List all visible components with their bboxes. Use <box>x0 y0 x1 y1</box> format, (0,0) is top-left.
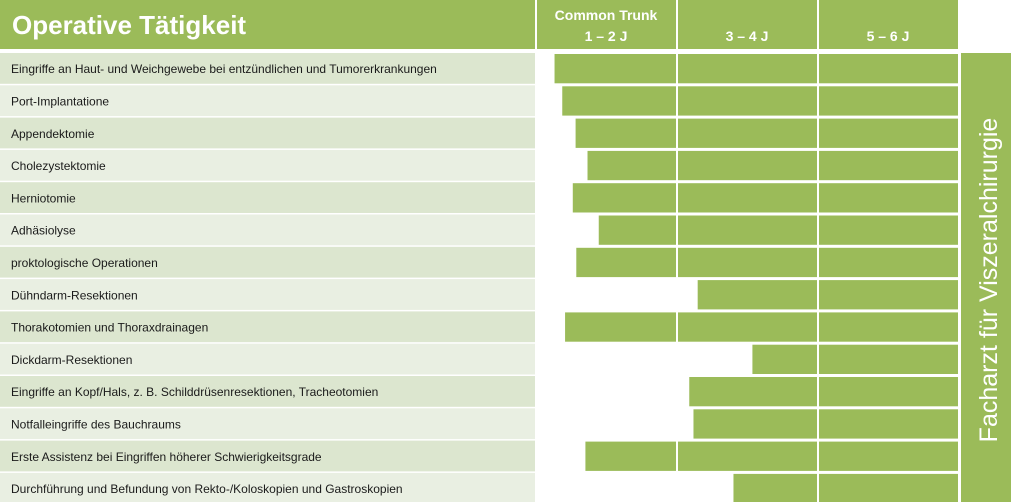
title-header-bg <box>0 0 535 49</box>
period-header-1-bg <box>537 0 676 49</box>
row-label-cell <box>0 53 535 84</box>
row-label-cell <box>0 440 535 472</box>
side-label-bg <box>961 53 1011 502</box>
row-label: Herniotomie <box>11 191 76 205</box>
bar <box>693 409 958 439</box>
row-label: Port-Implantatione <box>11 94 109 108</box>
side-label: Facharzt für Viszeralchirurgie <box>975 118 1003 443</box>
bar <box>554 54 958 84</box>
row-label: Durchführung und Befundung von Rekto-/Ko… <box>11 482 403 496</box>
row-label: Dickdarm-Resektionen <box>11 353 132 367</box>
period-header-2-bg <box>678 0 817 49</box>
row-label: Erste Assistenz bei Eingriffen höherer S… <box>11 450 322 464</box>
bar <box>587 150 958 181</box>
period-header-1-line1: Common Trunk <box>555 7 658 23</box>
row-label: Notfalleingriffe des Bauchraums <box>11 417 181 431</box>
row-label: Eingriffe an Kopf/Hals, z. B. Schilddrüs… <box>11 385 378 399</box>
bar <box>572 183 958 213</box>
row-label-cell <box>0 472 535 502</box>
period-header-1-line2: 1 – 2 J <box>585 28 628 44</box>
bar <box>575 118 958 148</box>
row-label-cell <box>0 117 535 149</box>
bar <box>689 377 958 407</box>
row-label-cell <box>0 246 535 278</box>
bar <box>733 473 958 502</box>
row-label: Cholezystektomie <box>11 159 106 173</box>
row-label-cell <box>0 149 535 181</box>
period-header-3-label: 5 – 6 J <box>867 28 910 44</box>
bar <box>576 247 958 278</box>
bar <box>565 312 958 342</box>
row-label: Adhäsiolyse <box>11 224 76 238</box>
bar <box>697 280 958 310</box>
row-label: Thorakotomien und Thoraxdrainagen <box>11 321 208 335</box>
period-header-3-bg <box>819 0 958 49</box>
bar <box>598 215 958 245</box>
period-header-2-label: 3 – 4 J <box>726 28 769 44</box>
row-label-cell <box>0 214 535 246</box>
row-label-cell <box>0 343 535 375</box>
bar <box>585 441 958 471</box>
row-label-cell <box>0 311 535 343</box>
row-label: Appendektomie <box>11 127 95 141</box>
bar <box>752 344 958 374</box>
chart-title: Operative Tätigkeit <box>12 10 246 40</box>
row-label-cell <box>0 85 535 117</box>
row-label-cell <box>0 182 535 213</box>
activity-rows: Eingriffe an Haut- und Weichgewebe bei e… <box>0 53 958 502</box>
row-label-cell <box>0 279 535 310</box>
row-label: Dühndarm-Resektionen <box>11 288 138 302</box>
row-label-cell <box>0 376 535 407</box>
row-label: proktologische Operationen <box>11 256 158 270</box>
bar <box>562 86 958 116</box>
row-label-cell <box>0 408 535 440</box>
row-label: Eingriffe an Haut- und Weichgewebe bei e… <box>11 62 437 76</box>
